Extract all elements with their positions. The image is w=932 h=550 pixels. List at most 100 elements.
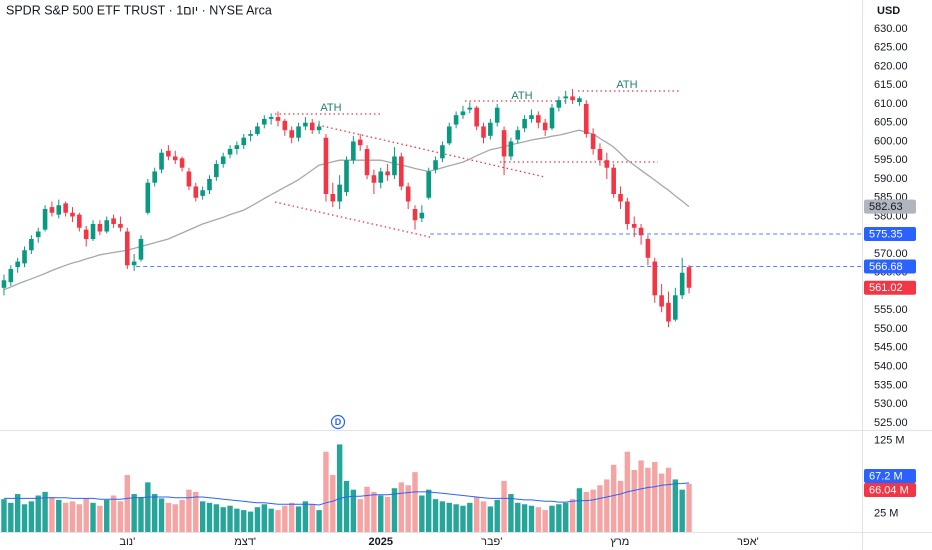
candle-body — [467, 107, 473, 110]
volume-bar — [652, 461, 658, 532]
candle-body — [186, 171, 192, 187]
volume-bar — [576, 488, 583, 532]
y-tick-label: 595.00 — [874, 154, 908, 166]
candle-body — [686, 267, 692, 288]
candle-body — [97, 224, 103, 232]
chart-title: SPDR S&P 500 ETF TRUST · 1יום · NYSE Arc… — [6, 3, 272, 17]
candle-body — [625, 201, 630, 225]
volume-bar — [364, 486, 370, 532]
candle-body — [29, 239, 34, 251]
volume-bar — [138, 496, 144, 532]
volume-bar — [336, 444, 343, 532]
volume-bar — [515, 502, 521, 532]
candle-body — [611, 167, 616, 194]
candle-body — [63, 203, 68, 213]
volume-bar — [473, 496, 480, 532]
volume-bar — [254, 507, 261, 532]
candle-body — [138, 239, 144, 260]
volume-bar — [213, 504, 220, 532]
trend-line — [317, 124, 546, 178]
candle-body — [255, 126, 260, 134]
volume-bar — [569, 499, 576, 532]
x-tick-label: מרץ — [610, 536, 629, 548]
candle-body — [166, 150, 171, 157]
volume-bar — [42, 491, 48, 532]
candle-body — [364, 148, 370, 176]
candle-body — [8, 269, 14, 283]
candle-body — [371, 175, 377, 183]
candle-body — [399, 156, 404, 187]
candle-body — [597, 148, 603, 161]
candle-body — [344, 160, 349, 193]
volume-bar — [412, 472, 418, 532]
y-tick-label: 550.00 — [874, 323, 908, 335]
volume-bar — [316, 510, 322, 532]
candle-body — [159, 152, 164, 170]
volume-bar — [371, 491, 377, 532]
volume-ma-line — [4, 482, 690, 506]
volume-bar — [275, 510, 281, 532]
volume-bar — [28, 501, 35, 532]
volume-bar — [645, 467, 651, 532]
volume-bar — [1, 499, 7, 532]
candle-body — [392, 156, 397, 176]
candle-body — [412, 208, 418, 221]
volume-bar — [323, 451, 329, 532]
volume-bar — [487, 506, 494, 532]
ma-tag-box — [864, 199, 916, 214]
y-tick-label: 605.00 — [874, 117, 908, 129]
annotation: ATH — [616, 79, 637, 91]
candle-body — [309, 122, 315, 131]
volume-bar — [227, 505, 233, 532]
y-tick-label: 615.00 — [874, 79, 908, 91]
volume-bar — [617, 480, 624, 532]
candle-body — [385, 171, 390, 176]
candle-body — [104, 220, 110, 232]
volume-bar — [309, 504, 315, 532]
volume-bar — [535, 507, 542, 532]
candle-body — [90, 224, 96, 240]
candle-body — [673, 295, 678, 320]
candle-body — [56, 205, 62, 215]
volume-bar — [199, 501, 206, 532]
candle-body — [172, 156, 178, 161]
volume-bar — [631, 469, 637, 532]
y-tick-label: 610.00 — [874, 98, 908, 110]
volume-bar — [8, 502, 14, 532]
candle-body — [590, 133, 596, 149]
candle-body — [275, 117, 281, 121]
volume-bar — [62, 502, 69, 532]
candle-body — [666, 302, 671, 322]
candle-body — [289, 130, 294, 138]
volume-bar — [672, 479, 679, 532]
volume-bar — [378, 495, 384, 532]
volume-bar — [419, 495, 425, 532]
candle-body — [22, 250, 27, 264]
candle-body — [405, 186, 411, 202]
volume-tick-label: 125 M — [874, 435, 905, 447]
candle-body — [357, 139, 363, 146]
candle-body — [35, 231, 41, 238]
candle-body — [316, 126, 322, 131]
volume-bar — [90, 502, 96, 532]
annotation: ATH — [511, 90, 532, 102]
volume-bars — [1, 444, 692, 532]
volume-bar — [151, 494, 158, 532]
volume-bar — [343, 480, 350, 532]
volume-bar — [165, 502, 172, 532]
volume-bar — [501, 480, 507, 532]
volume-bar — [179, 499, 185, 532]
volume-bar — [241, 510, 247, 532]
candle-body — [193, 186, 199, 198]
x-tick-label: 2025 — [369, 536, 393, 548]
candle-body — [563, 96, 569, 99]
volume-bar — [186, 489, 192, 532]
volume-bar — [193, 491, 199, 532]
volume-bar — [549, 505, 555, 532]
volume-bar — [446, 502, 452, 532]
volume-bar — [391, 488, 398, 532]
volume-bar — [220, 507, 226, 532]
volume-bar — [69, 501, 76, 532]
candle-body — [248, 133, 253, 136]
